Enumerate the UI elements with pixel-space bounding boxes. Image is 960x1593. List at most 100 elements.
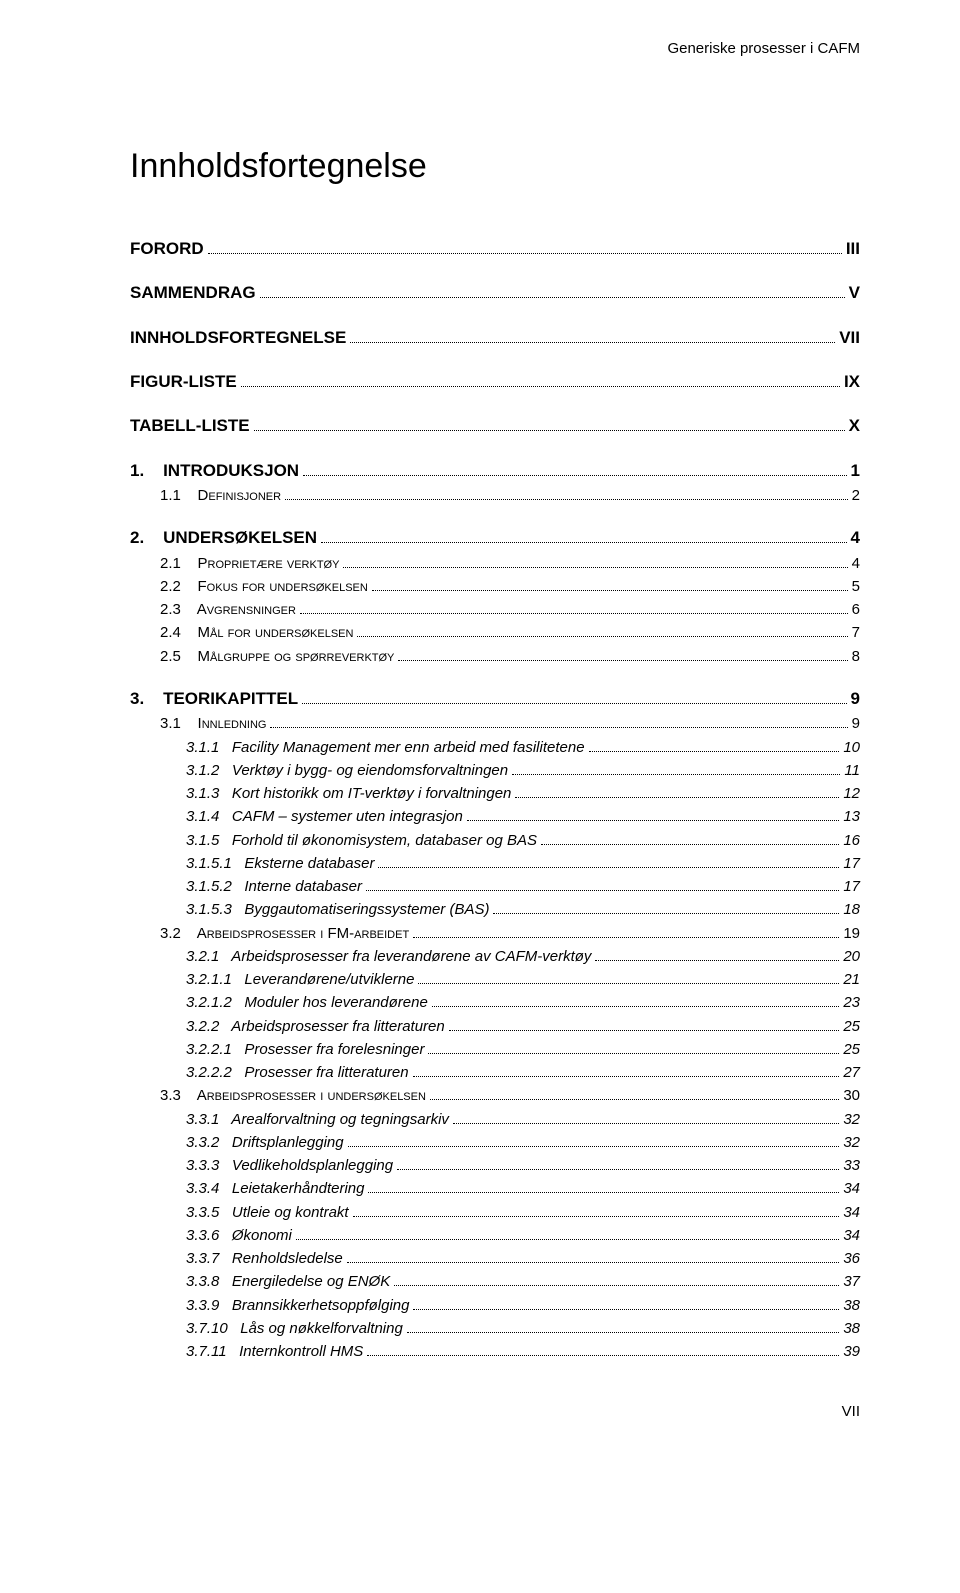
toc-entry: SAMMENDRAG V [130,280,860,306]
toc-entry: 2.2 Fokus for undersøkelsen 5 [130,575,860,598]
toc-entry-label: 3.1.5.2 Interne databaser [130,875,362,898]
toc-leader [407,1318,840,1333]
toc-entry-label: 3. TEORIKAPITTEL [130,686,298,712]
toc-entry: 2. UNDERSØKELSEN 4 [130,525,860,551]
toc-entry-label: 2.4 Mål for undersøkelsen [130,621,353,644]
toc-leader [378,853,839,868]
toc-leader [353,1202,840,1217]
toc-container: FORORD III SAMMENDRAG V INNHOLDSFORTEGNELS… [130,236,860,1363]
toc-leader [493,900,839,915]
toc-entry: FIGUR-LISTE IX [130,369,860,395]
toc-entry-label: SAMMENDRAG [130,280,256,306]
toc-entry-page: 8 [852,645,860,668]
toc-entry: 3.2.2.2 Prosesser fra litteraturen 27 [130,1061,860,1084]
toc-entry-label: 3.2.2.2 Prosesser fra litteraturen [130,1061,409,1084]
doc-title: Innholdsfortegnelse [130,147,860,186]
toc-entry-page: 11 [844,759,860,782]
toc-entry: TABELL-LISTE X [130,413,860,439]
page-number: VII [130,1403,860,1420]
toc-entry-page: IX [844,369,860,395]
page: Generiske prosesser i CAFM Innholdsforte… [0,0,960,1460]
toc-entry: 3.2.1.1 Leverandørene/utviklerne 21 [130,968,860,991]
toc-leader [394,1272,839,1287]
toc-entry-page: 4 [851,525,860,551]
toc-entry: 3.2.2.1 Prosesser fra forelesninger 25 [130,1038,860,1061]
toc-entry-page: 17 [843,852,860,875]
toc-entry-page: 4 [852,552,860,575]
toc-entry-page: 34 [843,1177,860,1200]
toc-entry-label: 3.3 Arbeidsprosesser i undersøkelsen [130,1084,426,1107]
toc-leader [372,576,848,591]
toc-leader [515,784,839,799]
toc-entry-page: 9 [851,686,860,712]
toc-entry: 2.1 Proprietære verktøy 4 [130,552,860,575]
toc-entry: 3.3.3 Vedlikeholdsplanlegging 33 [130,1154,860,1177]
toc-entry-label: 3.1.1 Facility Management mer enn arbeid… [130,736,585,759]
toc-entry-label: 3.3.8 Energiledelse og ENØK [130,1270,390,1293]
toc-entry-page: 30 [843,1084,860,1107]
toc-leader [413,923,839,938]
toc-entry: 2.3 Avgrensninger 6 [130,598,860,621]
toc-entry-label: 3.1 Innledning [130,712,266,735]
toc-entry-label: 2.5 Målgruppe og spørreverktøy [130,645,394,668]
toc-entry-label: 2.3 Avgrensninger [130,598,296,621]
toc-entry-page: 7 [852,621,860,644]
toc-leader [589,737,840,752]
toc-leader [241,371,840,387]
toc-entry: 1.1 Definisjoner 2 [130,484,860,507]
toc-entry-page: 33 [843,1154,860,1177]
toc-leader [347,1249,840,1264]
toc-leader [398,646,847,661]
toc-entry-label: 3.3.3 Vedlikeholdsplanlegging [130,1154,393,1177]
toc-entry: FORORD III [130,236,860,262]
toc-entry-page: 12 [843,782,860,805]
toc-entry-page: 34 [843,1224,860,1247]
toc-leader [254,415,845,431]
toc-entry-label: 3.2 Arbeidsprosesser i FM-arbeidet [130,922,409,945]
toc-leader [449,1016,840,1031]
toc-entry-page: 21 [843,968,860,991]
toc-entry-page: 6 [852,598,860,621]
toc-entry-page: 27 [843,1061,860,1084]
toc-entry-label: 1. INTRODUKSJON [130,458,299,484]
toc-entry-page: 34 [843,1201,860,1224]
toc-leader [595,946,839,961]
running-header: Generiske prosesser i CAFM [130,40,860,57]
toc-entry-label: 3.2.2.1 Prosesser fra forelesninger [130,1038,424,1061]
toc-entry-label: TABELL-LISTE [130,413,250,439]
toc-entry-label: 3.1.4 CAFM – systemer uten integrasjon [130,805,463,828]
toc-entry: 3.3.8 Energiledelse og ENØK 37 [130,1270,860,1293]
toc-leader [350,326,835,342]
toc-entry-label: 3.2.1.1 Leverandørene/utviklerne [130,968,414,991]
toc-entry-label: 2.2 Fokus for undersøkelsen [130,575,368,598]
toc-entry-page: X [849,413,860,439]
toc-entry-label: 1.1 Definisjoner [130,484,281,507]
toc-entry: 3.2.1 Arbeidsprosesser fra leverandørene… [130,945,860,968]
toc-entry: 3.1.2 Verktøy i bygg- og eiendomsforvalt… [130,759,860,782]
toc-entry: 3.1.1 Facility Management mer enn arbeid… [130,736,860,759]
toc-entry-label: 3.3.2 Driftsplanlegging [130,1131,344,1154]
toc-leader [413,1063,840,1078]
toc-entry-page: 19 [843,922,860,945]
toc-leader [303,459,846,475]
toc-entry-label: 3.1.5 Forhold til økonomisystem, databas… [130,829,537,852]
toc-entry: 3.2.1.2 Moduler hos leverandørene 23 [130,991,860,1014]
toc-leader [343,553,847,568]
toc-entry: 3.1.5.3 Byggautomatiseringssystemer (BAS… [130,898,860,921]
toc-entry: INNHOLDSFORTEGNELSE VII [130,325,860,351]
toc-entry: 3.1.5 Forhold til økonomisystem, databas… [130,829,860,852]
toc-entry-page: 2 [852,484,860,507]
toc-entry-label: 2.1 Proprietære verktøy [130,552,339,575]
toc-leader [270,714,847,729]
toc-entry-page: V [849,280,860,306]
toc-leader [428,1039,839,1054]
toc-entry: 3.3.1 Arealforvaltning og tegningsarkiv … [130,1108,860,1131]
toc-entry: 3.3.4 Leietakerhåndtering 34 [130,1177,860,1200]
toc-entry: 3.1 Innledning 9 [130,712,860,735]
toc-entry: 3. TEORIKAPITTEL 9 [130,686,860,712]
toc-leader [467,807,840,822]
toc-entry: 3.3 Arbeidsprosesser i undersøkelsen 30 [130,1084,860,1107]
toc-leader [357,623,847,638]
toc-entry-label: 3.1.3 Kort historikk om IT-verktøy i for… [130,782,511,805]
toc-leader [260,282,845,298]
